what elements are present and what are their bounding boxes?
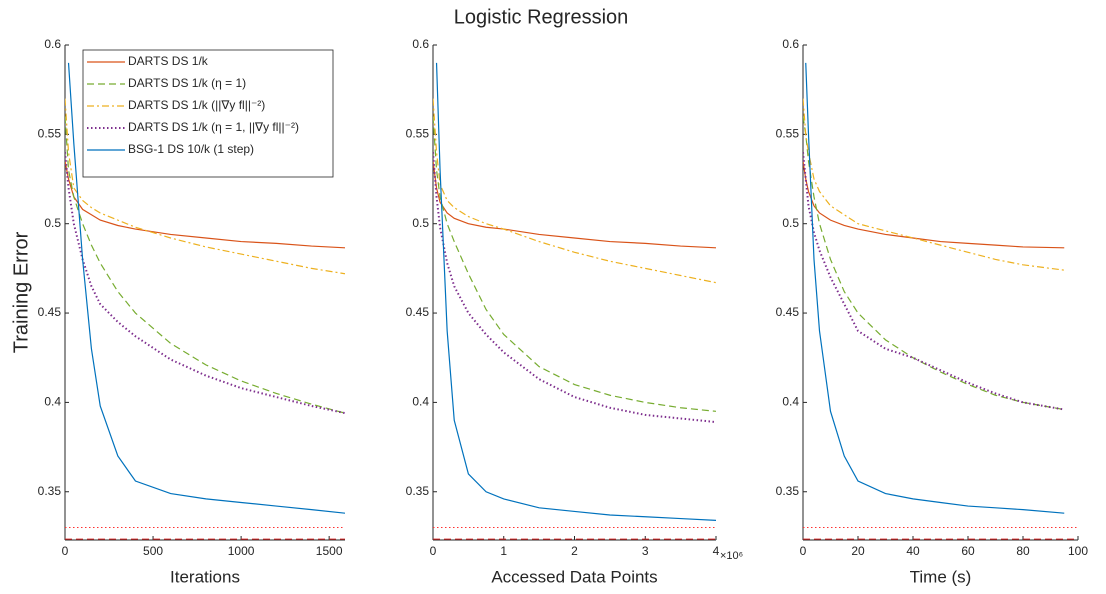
x-multiplier: ×10⁶	[720, 550, 743, 562]
x-tick-label: 0	[430, 544, 437, 558]
x-tick-label: 80	[1016, 544, 1030, 558]
series-line	[67, 62, 345, 514]
plot-area	[433, 62, 716, 540]
y-tick-label: 0.6	[782, 37, 799, 51]
legend-label: DARTS DS 1/k (η = 1, ||∇y fl||⁻²)	[128, 120, 299, 134]
series-line	[433, 161, 716, 249]
y-tick-label: 0.35	[406, 484, 430, 498]
series-line	[433, 152, 716, 424]
series-line	[433, 116, 716, 412]
series-line	[65, 152, 345, 415]
x-tick-label: 4	[713, 544, 720, 558]
series-line	[803, 152, 1065, 411]
plot-area	[803, 62, 1078, 540]
y-tick-label: 0.45	[406, 305, 430, 319]
y-tick-label: 0.35	[38, 484, 62, 498]
y-tick-label: 0.4	[782, 395, 799, 409]
x-tick-label: 1500	[316, 544, 343, 558]
legend-label: BSG-1 DS 10/k (1 step)	[128, 142, 254, 156]
x-tick-label: 500	[143, 544, 163, 558]
y-tick-label: 0.55	[38, 127, 62, 141]
x-tick-label: 3	[642, 544, 649, 558]
legend-box	[82, 49, 334, 178]
series-line	[65, 116, 345, 414]
x-tick-label: 2	[571, 544, 578, 558]
series-line	[433, 98, 716, 284]
x-axis-label: Time (s)	[910, 567, 972, 586]
y-tick-label: 0.5	[412, 216, 429, 230]
x-axis-label: Accessed Data Points	[491, 567, 657, 586]
figure-title: Logistic Regression	[454, 6, 629, 28]
y-tick-label: 0.6	[412, 37, 429, 51]
x-tick-label: 0	[800, 544, 807, 558]
x-tick-label: 0	[62, 544, 69, 558]
legend-label: DARTS DS 1/k	[128, 54, 209, 68]
y-tick-label: 0.5	[44, 216, 61, 230]
y-tick-label: 0.45	[38, 305, 62, 319]
series-line	[65, 98, 345, 275]
y-tick-label: 0.35	[776, 484, 800, 498]
plot-area	[65, 62, 345, 540]
x-tick-label: 100	[1068, 544, 1088, 558]
x-tick-label: 1	[500, 544, 507, 558]
y-tick-label: 0.4	[44, 395, 61, 409]
x-tick-label: 1000	[228, 544, 255, 558]
series-line	[803, 116, 1065, 411]
x-tick-label: 60	[961, 544, 975, 558]
series-line	[65, 161, 345, 249]
y-axis-label: Training Error	[10, 231, 32, 353]
y-tick-label: 0.6	[44, 37, 61, 51]
y-tick-label: 0.55	[776, 127, 800, 141]
x-axis-label: Iterations	[170, 567, 240, 586]
x-tick-label: 20	[851, 544, 865, 558]
series-line	[805, 62, 1065, 514]
legend-label: DARTS DS 1/k (||∇y fl||⁻²)	[128, 98, 265, 112]
y-tick-label: 0.4	[412, 395, 429, 409]
y-tick-label: 0.45	[776, 305, 800, 319]
series-line	[435, 62, 716, 521]
x-tick-label: 40	[906, 544, 920, 558]
series-line	[803, 161, 1065, 249]
legend-label: DARTS DS 1/k (η = 1)	[128, 76, 246, 90]
y-tick-label: 0.5	[782, 216, 799, 230]
y-tick-label: 0.55	[406, 127, 430, 141]
series-line	[803, 98, 1065, 271]
